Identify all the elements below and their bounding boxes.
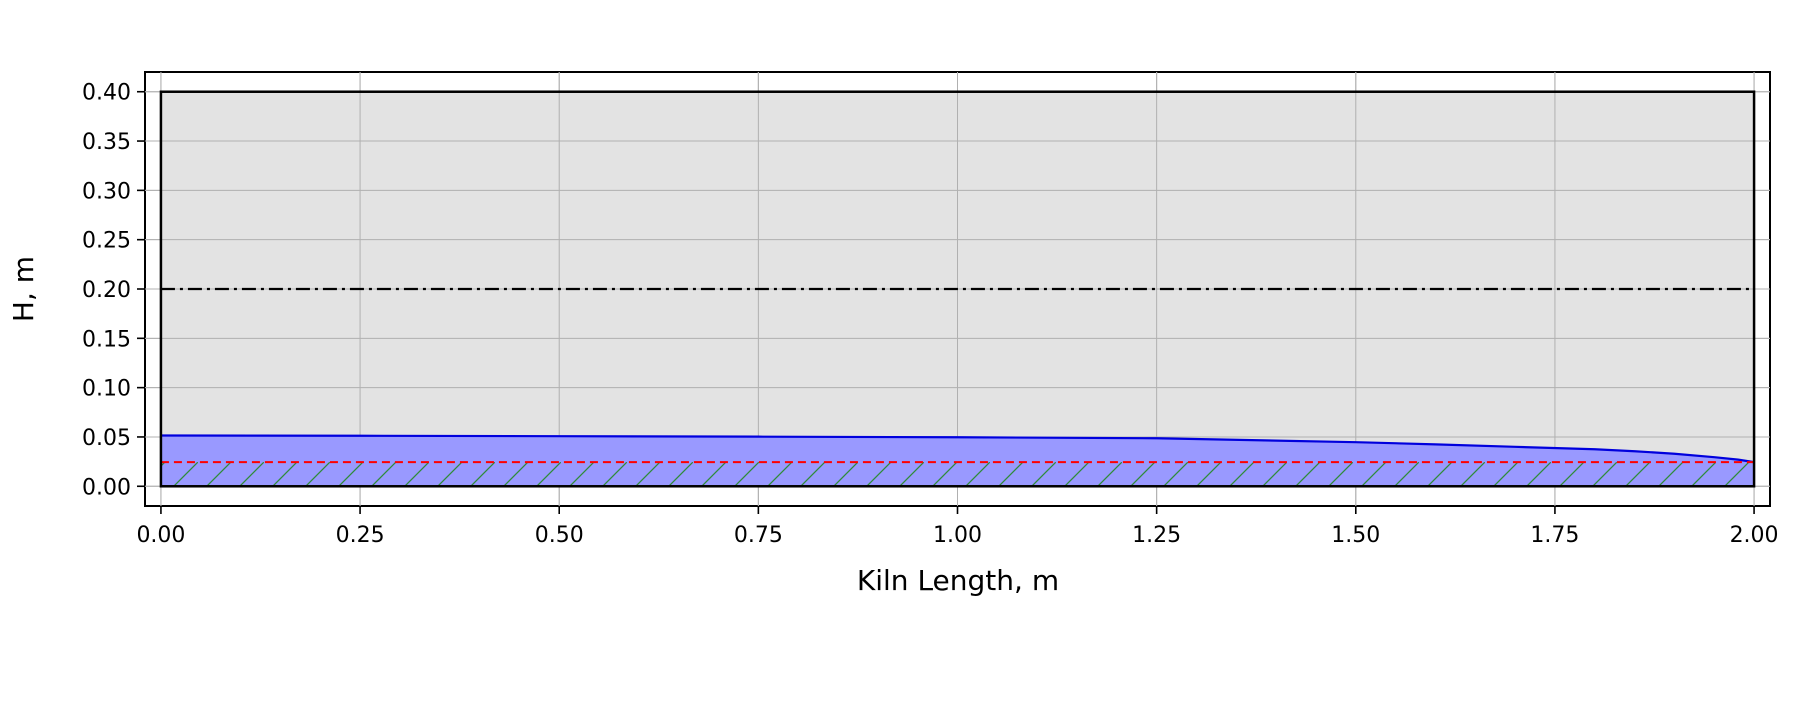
- y-tick-label: 0.15: [82, 327, 131, 352]
- y-axis-ticks: 0.00 0.05 0.10 0.15 0.20 0.25 0.30 0.35 0.40: [82, 81, 145, 500]
- dam-hatch: [160, 462, 1755, 487]
- y-tick-label: 0.00: [82, 475, 131, 500]
- x-axis-label: Kiln Length, m: [857, 564, 1059, 597]
- x-tick-label: 1.00: [933, 523, 982, 548]
- x-tick-label: 2.00: [1730, 523, 1779, 548]
- y-tick-label: 0.05: [82, 426, 131, 451]
- bed-surface-line: [160, 434, 1755, 464]
- y-tick-label: 0.20: [82, 278, 131, 303]
- y-tick-label: 0.40: [82, 81, 131, 106]
- y-tick-label: 0.10: [82, 377, 131, 402]
- x-tick-label: 1.75: [1530, 523, 1579, 548]
- y-tick-label: 0.30: [82, 179, 131, 204]
- x-tick-label: 1.50: [1331, 523, 1380, 548]
- x-tick-label: 0.75: [734, 523, 783, 548]
- x-tick-label: 1.25: [1132, 523, 1181, 548]
- kiln-outline: [159, 90, 1756, 488]
- x-axis-ticks: 0.00 0.25 0.50 0.75 1.00 1.25 1.50 1.75 2.00: [136, 506, 1779, 548]
- y-axis-label: H, m: [7, 256, 40, 322]
- y-tick-label: 0.25: [82, 229, 131, 254]
- x-tick-label: 0.25: [336, 523, 385, 548]
- x-tick-label: 0.50: [535, 523, 584, 548]
- x-tick-label: 0.00: [136, 523, 185, 548]
- y-tick-label: 0.35: [82, 130, 131, 155]
